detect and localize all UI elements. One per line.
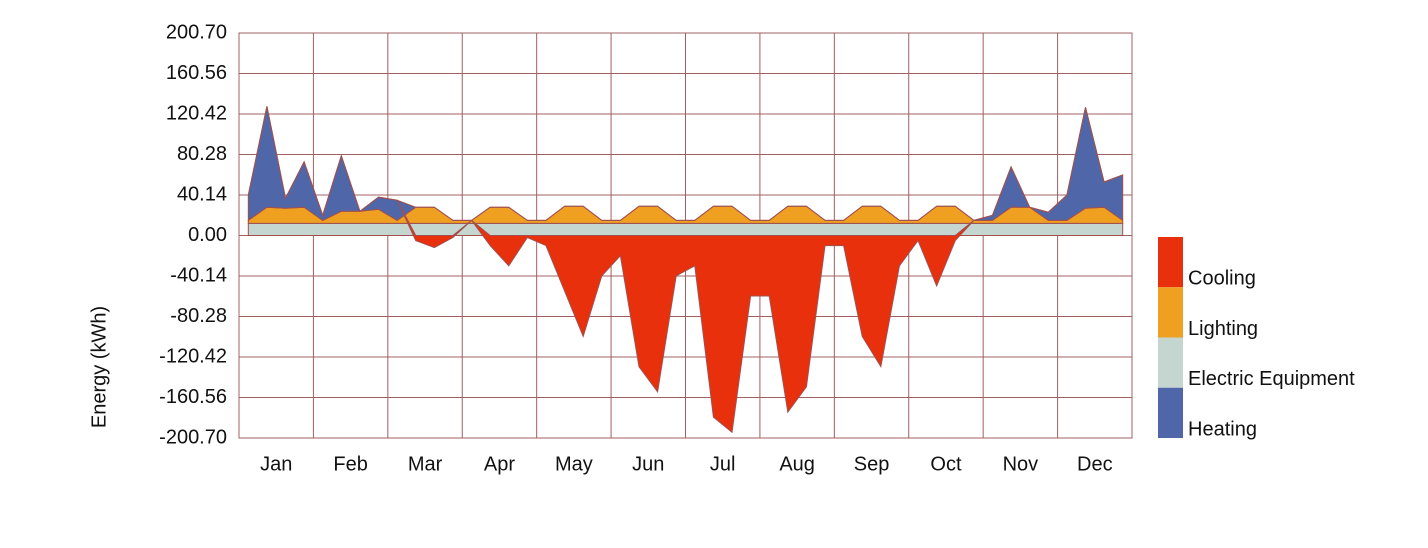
x-tick-label: Jul bbox=[710, 453, 736, 475]
y-tick-label: -80.28 bbox=[170, 305, 227, 327]
x-tick-label: Mar bbox=[408, 453, 443, 475]
x-tick-label: Nov bbox=[1003, 453, 1039, 475]
y-tick-label: -40.14 bbox=[170, 264, 227, 286]
y-tick-label: 40.14 bbox=[177, 183, 227, 205]
area bbox=[247, 222, 1124, 236]
x-tick-label: Sep bbox=[854, 453, 890, 475]
y-tick-label: -160.56 bbox=[159, 386, 227, 408]
y-tick-label: 120.42 bbox=[166, 102, 227, 124]
legend-label: Heating bbox=[1188, 418, 1257, 440]
y-tick-label: -200.70 bbox=[159, 426, 227, 448]
x-tick-label: Oct bbox=[930, 453, 962, 475]
legend-label: Lighting bbox=[1188, 318, 1258, 340]
x-tick-label: Apr bbox=[484, 453, 515, 475]
x-tick-label: Jun bbox=[632, 453, 664, 475]
y-axis-label: Energy (kWh) bbox=[88, 306, 110, 428]
legend-label: Cooling bbox=[1188, 268, 1256, 290]
x-tick-label: Aug bbox=[779, 453, 815, 475]
legend-swatch bbox=[1158, 337, 1183, 388]
x-tick-label: Jan bbox=[260, 453, 292, 475]
x-tick-label: May bbox=[555, 453, 593, 475]
legend-swatch bbox=[1158, 287, 1183, 338]
y-tick-label: 160.56 bbox=[166, 62, 227, 84]
x-tick-label: Feb bbox=[333, 453, 367, 475]
y-tick-label: 200.70 bbox=[166, 21, 227, 43]
legend-swatch bbox=[1158, 387, 1183, 438]
legend-label: Electric Equipment bbox=[1188, 368, 1355, 390]
y-tick-label: 0.00 bbox=[188, 224, 227, 246]
y-tick-label: -120.42 bbox=[159, 345, 227, 367]
x-tick-label: Dec bbox=[1077, 453, 1113, 475]
legend-swatch bbox=[1158, 237, 1183, 288]
y-tick-label: 80.28 bbox=[177, 143, 227, 165]
